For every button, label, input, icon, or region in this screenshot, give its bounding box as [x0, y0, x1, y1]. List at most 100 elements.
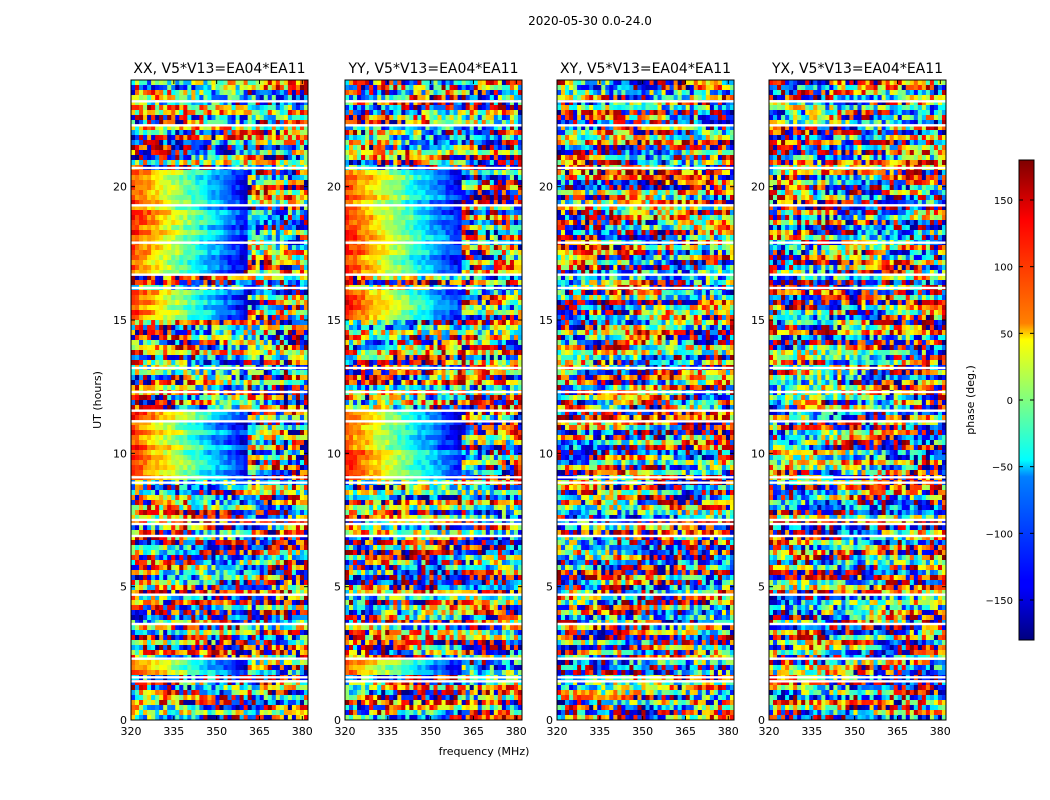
flag-gap	[557, 535, 734, 537]
flag-gap	[557, 481, 734, 483]
y-tick-label: 5	[120, 581, 127, 594]
flag-gap	[557, 204, 734, 206]
x-tick-label: 380	[930, 725, 951, 738]
flag-gap	[131, 409, 308, 411]
flag-gap	[769, 409, 946, 411]
flag-gap	[769, 100, 946, 102]
x-tick-label: 350	[420, 725, 441, 738]
flag-gap	[131, 273, 308, 275]
y-tick-label: 5	[758, 581, 765, 594]
flag-gap	[345, 523, 522, 525]
flag-gap	[769, 124, 946, 126]
y-tick-label: 0	[120, 714, 127, 727]
y-tick-label: 15	[751, 314, 765, 327]
x-tick-label: 380	[506, 725, 527, 738]
flag-gap	[345, 676, 522, 678]
flag-gap	[345, 593, 522, 595]
flag-gap	[345, 476, 522, 478]
flag-gap	[557, 273, 734, 275]
flag-gap	[769, 367, 946, 369]
flag-gap	[131, 391, 308, 393]
flag-gap	[557, 367, 734, 369]
flag-gap	[131, 241, 308, 243]
x-tick-label: 365	[887, 725, 908, 738]
y-tick-label: 15	[539, 314, 553, 327]
y-tick-label: 5	[334, 581, 341, 594]
flag-gap	[345, 241, 522, 243]
flag-gap	[131, 523, 308, 525]
colorbar-tick-label: −100	[986, 529, 1013, 540]
x-tick-label: 335	[377, 725, 398, 738]
flag-gap	[345, 367, 522, 369]
y-tick-label: 10	[113, 447, 127, 460]
flag-gap	[769, 241, 946, 243]
flag-gap	[769, 273, 946, 275]
colorbar-tick-label: 100	[994, 263, 1013, 274]
flag-gap	[769, 204, 946, 206]
flag-gap	[557, 519, 734, 521]
colorbar-tick-label: −50	[992, 463, 1013, 474]
y-tick-label: 20	[751, 181, 765, 194]
flag-gap	[769, 676, 946, 678]
x-tick-label: 335	[801, 725, 822, 738]
flag-gap	[769, 476, 946, 478]
flag-gap	[345, 100, 522, 102]
flag-gap	[557, 623, 734, 625]
y-tick-label: 0	[546, 714, 553, 727]
flag-gap	[131, 167, 308, 169]
y-tick-label: 0	[334, 714, 341, 727]
flag-gap	[131, 657, 308, 659]
y-tick-label: 20	[539, 181, 553, 194]
flag-gap	[557, 593, 734, 595]
flag-gap	[345, 273, 522, 275]
flag-gap	[345, 623, 522, 625]
flag-gap	[769, 287, 946, 289]
colorbar-tick-label: −150	[986, 596, 1013, 607]
y-tick-label: 20	[113, 181, 127, 194]
flag-gap	[131, 476, 308, 478]
y-tick-label: 10	[539, 447, 553, 460]
colorbar-tick-label: 0	[1007, 396, 1013, 407]
x-axis-label: frequency (MHz)	[439, 745, 530, 758]
flag-gap	[557, 680, 734, 682]
flag-gap	[769, 420, 946, 422]
flag-gap	[131, 204, 308, 206]
flag-gap	[131, 287, 308, 289]
flag-gap	[131, 367, 308, 369]
flag-gap	[557, 124, 734, 126]
flag-gap	[345, 204, 522, 206]
flag-gap	[131, 593, 308, 595]
panel-title: YY, V5*V13=EA04*EA11	[347, 61, 518, 77]
flag-gap	[557, 676, 734, 678]
y-tick-label: 10	[751, 447, 765, 460]
panel-title: XX, V5*V13=EA04*EA11	[133, 61, 305, 77]
flag-gap	[345, 124, 522, 126]
colorbar-tick-label: 150	[994, 196, 1013, 207]
x-tick-label: 380	[292, 725, 313, 738]
x-tick-label: 335	[163, 725, 184, 738]
y-tick-label: 15	[327, 314, 341, 327]
flag-gap	[345, 519, 522, 521]
flag-gap	[769, 523, 946, 525]
flag-gap	[131, 420, 308, 422]
y-axis-label: UT (hours)	[91, 371, 104, 429]
flag-gap	[345, 287, 522, 289]
flag-gap	[769, 391, 946, 393]
flag-gap	[131, 481, 308, 483]
y-tick-label: 10	[327, 447, 341, 460]
flag-gap	[769, 680, 946, 682]
flag-gap	[345, 167, 522, 169]
flag-gap	[131, 100, 308, 102]
x-tick-label: 350	[632, 725, 653, 738]
flag-gap	[769, 657, 946, 659]
flag-gap	[769, 481, 946, 483]
flag-gap	[131, 680, 308, 682]
y-tick-label: 20	[327, 181, 341, 194]
flag-gap	[557, 657, 734, 659]
colorbar-label: phase (deg.)	[964, 365, 977, 435]
flag-gap	[131, 623, 308, 625]
flag-gap	[345, 680, 522, 682]
